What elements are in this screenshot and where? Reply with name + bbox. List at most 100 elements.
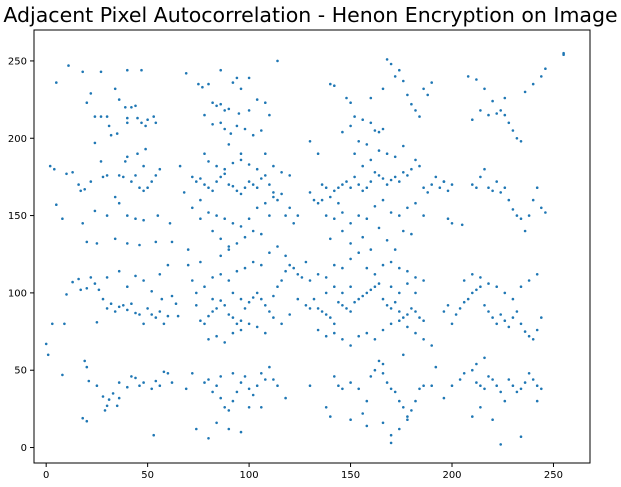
- data-point: [365, 399, 369, 403]
- data-point: [406, 313, 409, 316]
- data-point: [523, 90, 527, 94]
- data-point: [414, 276, 417, 279]
- x-tick-label: 200: [442, 470, 461, 481]
- data-point: [255, 291, 259, 295]
- data-point: [519, 322, 523, 326]
- data-point: [402, 229, 405, 233]
- data-point: [450, 222, 454, 225]
- data-point: [406, 415, 409, 418]
- data-point: [373, 273, 377, 276]
- data-point: [398, 214, 401, 217]
- data-point: [85, 287, 89, 290]
- data-point: [239, 192, 243, 196]
- data-point: [324, 406, 328, 409]
- data-point: [197, 82, 200, 86]
- data-point: [247, 109, 251, 112]
- data-point: [446, 189, 450, 193]
- data-point: [235, 322, 239, 326]
- data-point: [365, 143, 369, 146]
- data-point: [365, 424, 369, 428]
- data-point: [142, 218, 145, 222]
- data-point: [333, 189, 336, 193]
- data-point: [136, 152, 139, 155]
- data-point: [152, 115, 155, 118]
- data-point: [503, 113, 507, 117]
- data-point: [324, 291, 328, 295]
- data-point: [406, 93, 409, 97]
- data-point: [414, 109, 417, 112]
- data-point: [466, 297, 470, 301]
- data-point: [333, 84, 336, 87]
- data-point: [223, 109, 226, 112]
- data-point: [519, 217, 523, 220]
- data-point: [345, 307, 348, 310]
- data-point: [462, 279, 466, 282]
- data-point: [154, 379, 158, 383]
- data-point: [422, 279, 425, 282]
- data-point: [398, 427, 401, 431]
- data-point: [83, 359, 86, 363]
- data-point: [341, 229, 344, 233]
- data-point: [389, 211, 393, 214]
- data-point: [483, 304, 486, 307]
- data-point: [349, 344, 352, 347]
- data-point: [79, 288, 82, 292]
- data-point: [406, 269, 409, 273]
- data-point: [329, 82, 332, 86]
- data-point: [495, 180, 499, 183]
- data-point: [523, 381, 527, 384]
- data-point: [95, 384, 99, 388]
- data-point: [223, 341, 226, 344]
- y-tick-label: 150: [8, 211, 27, 222]
- data-point: [207, 82, 210, 86]
- data-point: [255, 167, 259, 171]
- data-point: [109, 302, 113, 306]
- data-point: [503, 186, 507, 189]
- data-point: [418, 316, 421, 319]
- data-point: [126, 214, 129, 217]
- data-point: [276, 285, 279, 289]
- data-point: [410, 167, 413, 171]
- data-point: [385, 152, 389, 155]
- data-point: [105, 276, 109, 279]
- data-point: [61, 217, 64, 220]
- data-point: [117, 305, 121, 309]
- data-point: [126, 285, 129, 289]
- data-point: [215, 334, 218, 338]
- data-point: [142, 189, 145, 193]
- data-point: [239, 297, 243, 301]
- data-point: [402, 316, 405, 319]
- data-point: [531, 338, 535, 341]
- data-point: [223, 167, 226, 171]
- y-axis: 0 50 100 150 200 250: [8, 56, 34, 454]
- data-point: [85, 419, 89, 423]
- data-point: [515, 214, 519, 217]
- data-point: [229, 132, 233, 135]
- data-point: [111, 392, 115, 395]
- data-point: [158, 273, 162, 276]
- data-point: [544, 211, 547, 214]
- data-point: [479, 109, 482, 112]
- data-point: [540, 206, 543, 210]
- data-point: [527, 214, 531, 217]
- data-point: [247, 76, 251, 80]
- data-point: [479, 384, 482, 388]
- data-point: [337, 384, 340, 388]
- data-point: [406, 325, 409, 329]
- data-point: [83, 188, 86, 191]
- data-point: [107, 398, 111, 401]
- data-point: [381, 421, 385, 425]
- data-point: [381, 297, 385, 301]
- data-point: [475, 381, 478, 384]
- data-point: [166, 372, 170, 375]
- data-point: [243, 307, 247, 310]
- data-point: [44, 342, 48, 346]
- data-point: [124, 106, 127, 109]
- data-point: [207, 160, 210, 163]
- data-point: [134, 311, 137, 315]
- data-point: [361, 118, 365, 121]
- data-point: [223, 127, 226, 131]
- data-point: [353, 300, 356, 304]
- data-point: [381, 127, 385, 131]
- data-point: [393, 175, 397, 179]
